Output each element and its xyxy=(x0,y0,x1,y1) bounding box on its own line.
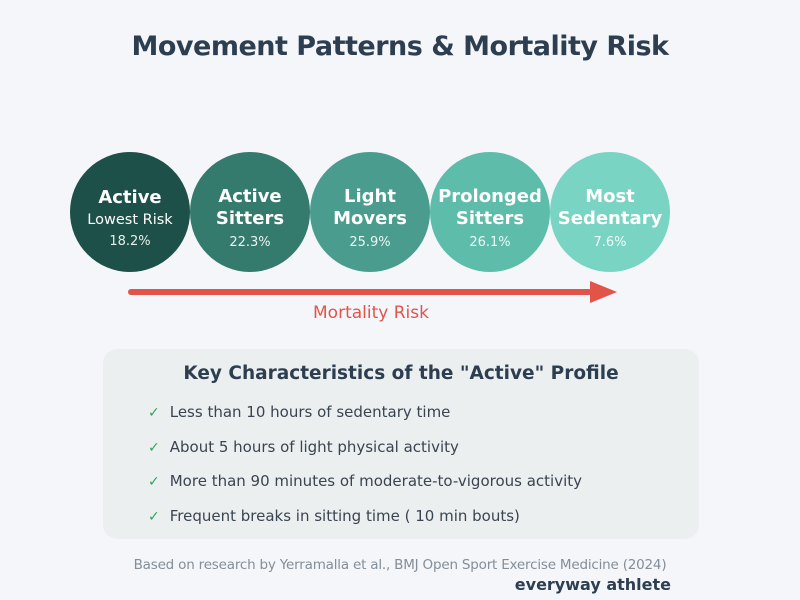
mortality-risk-arrow-line xyxy=(128,289,592,295)
list-item: ✓ More than 90 minutes of moderate-to-vi… xyxy=(148,471,699,493)
profile-value: 7.6% xyxy=(593,234,627,250)
profile-circle-prolonged-sitters: Prolonged Sitters 26.1% xyxy=(430,152,550,272)
profile-value: 26.1% xyxy=(469,234,511,250)
profile-name: Prolonged Sitters xyxy=(438,186,542,229)
list-item: ✓ Frequent breaks in sitting time ( 10 m… xyxy=(148,506,699,528)
brand-name: everyway athlete xyxy=(514,575,671,594)
list-item-text: More than 90 minutes of moderate-to-vigo… xyxy=(169,472,583,490)
profile-value: 25.9% xyxy=(349,234,391,250)
check-icon: ✓ xyxy=(148,405,160,421)
mortality-risk-label: Mortality Risk xyxy=(313,303,429,323)
source-attribution: Based on research by Yerramalla et al., … xyxy=(133,557,667,573)
profile-circle-active-sitters: Active Sitters 22.3% xyxy=(190,152,310,272)
list-item-text: About 5 hours of light physical activity xyxy=(169,437,459,456)
list-item-text: Less than 10 hours of sedentary time xyxy=(169,403,451,421)
profile-name: Active Sitters xyxy=(215,186,285,229)
list-item-text: Frequent breaks in sitting time ( 10 min… xyxy=(169,506,520,525)
page-title: Movement Patterns & Mortality Risk xyxy=(131,31,669,62)
list-item: ✓ About 5 hours of light physical activi… xyxy=(148,437,699,459)
panel-title: Key Characteristics of the "Active" Prof… xyxy=(183,363,619,384)
profile-name: Light Movers xyxy=(333,186,407,229)
profile-name: Active xyxy=(98,187,162,209)
profile-value: 18.2% xyxy=(109,233,151,249)
arrow-right-icon xyxy=(590,281,617,303)
profile-circle-light-movers: Light Movers 25.9% xyxy=(310,152,430,272)
profile-circle-active: Active Lowest Risk 18.2% xyxy=(70,152,190,272)
profile-name: Most Sedentary xyxy=(557,186,663,229)
characteristics-list: ✓ Less than 10 hours of sedentary time ✓… xyxy=(103,402,699,528)
profile-value: 22.3% xyxy=(229,234,271,250)
profile-sublabel: Lowest Risk xyxy=(87,211,173,228)
check-icon: ✓ xyxy=(148,508,160,525)
key-characteristics-panel: Key Characteristics of the "Active" Prof… xyxy=(103,349,699,539)
list-item: ✓ Less than 10 hours of sedentary time xyxy=(148,402,699,424)
check-icon: ✓ xyxy=(148,439,160,456)
profile-circle-most-sedentary: Most Sedentary 7.6% xyxy=(550,152,670,272)
check-icon: ✓ xyxy=(148,474,160,490)
